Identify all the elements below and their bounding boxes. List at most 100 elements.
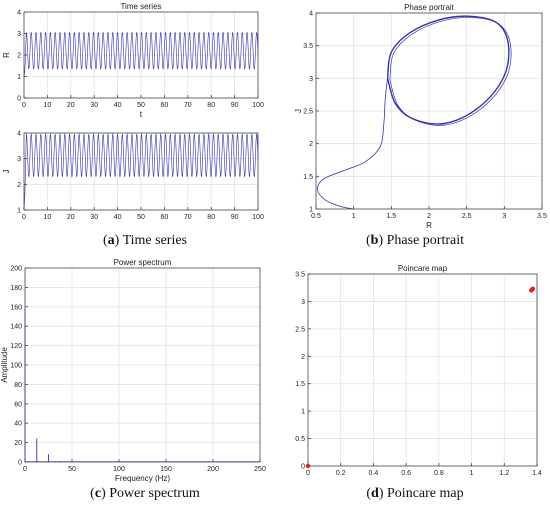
y-tick-label: 3 [17,156,21,163]
x-tick-label: 0.4 [369,470,379,477]
x-tick-label: 100 [252,102,264,109]
x-tick-label: 50 [137,102,145,109]
y-axis-label: R [2,52,11,58]
y-tick-label: 140 [10,324,22,331]
y-tick-label: 2 [301,354,305,361]
x-tick-label: 50 [137,214,145,221]
caption-d: (d) Poincare map [366,486,464,501]
x-tick-label: 10 [44,102,52,109]
y-tick-label: 2 [17,53,21,60]
chart-d: 0 0.2 0.4 0.6 0.8 1 1.2 1.4 0 0.5 1 1.5 2 2.5 3 3.5 Poin… [295,264,542,477]
x-tick-label: 70 [184,214,192,221]
x-tick-label: 1.2 [499,470,509,477]
x-tick-label: 0 [22,102,26,109]
y-tick-label: 3.5 [303,43,313,50]
y-tick-label: 3 [301,299,305,306]
x-tick-label: 10 [44,214,52,221]
x-tick-label: 60 [161,214,169,221]
y-tick-label: 200 [10,266,22,273]
caption-b: (b) Phase portrait [365,233,464,248]
y-tick-label: 1.5 [303,174,313,181]
x-tick-label: 0.5 [311,213,321,220]
x-tick-label: 30 [90,214,98,221]
x-tick-label: 1.4 [532,470,542,477]
y-tick-label: 2.5 [295,326,305,333]
plot-frame [307,273,538,467]
y-tick-label: 1 [301,409,305,416]
x-tick-label: 80 [207,102,215,109]
y-axis-label: Amplitude [0,347,9,383]
caption-c: (c) Power spectrum [90,486,200,501]
x-tick-label: 70 [184,102,192,109]
chart-title: Power spectrum [114,258,172,267]
x-tick-label: 200 [207,466,219,473]
x-tick-label: 0 [23,466,27,473]
y-tick-label: 4 [17,10,21,17]
x-tick-label: 2.5 [462,213,472,220]
y-tick-label: 40 [14,421,22,428]
x-tick-label: 80 [207,214,215,221]
poincare-point [305,463,311,469]
x-axis-label: Frequency (Hz) [115,474,170,483]
x-tick-label: 3 [502,213,506,220]
x-tick-label: 3.5 [537,213,547,220]
y-tick-label: 0 [18,460,22,467]
x-tick-label: 150 [160,466,172,473]
x-tick-label: 0.2 [336,470,346,477]
x-tick-label: 1.5 [386,213,396,220]
x-tick-label: 0 [306,470,310,477]
phase-limit-cycle [386,15,510,125]
y-tick-label: 1.5 [295,381,305,388]
y-tick-label: 0 [17,96,21,103]
x-tick-label: 20 [67,214,75,221]
y-tick-label: 160 [10,304,22,311]
series-line [23,133,259,211]
y-tick-label: 2 [17,182,21,189]
phase-transient [317,78,388,210]
y-tick-label: 4 [17,131,21,138]
chart-title: Poincare map [398,264,448,273]
y-tick-label: 1 [17,208,21,215]
y-tick-label: 3 [309,76,313,83]
caption-a: (a) Time series [102,233,188,248]
x-tick-label: 40 [114,214,122,221]
y-tick-label: 3 [17,31,21,38]
x-tick-label: 90 [231,102,239,109]
x-tick-label: 100 [113,466,125,473]
x-tick-label: 90 [231,214,239,221]
chart-a-bottom: 0 10 20 30 40 50 60 70 80 90 100 1 2 3 4 J [2,131,264,222]
x-tick-label: 250 [254,466,266,473]
x-tick-label: 60 [161,102,169,109]
x-tick-label: 1 [470,470,474,477]
y-tick-label: 20 [14,440,22,447]
y-tick-label: 4 [309,11,313,18]
y-tick-label: 0 [301,464,305,471]
y-tick-label: 3.5 [295,272,305,279]
y-tick-label: 180 [10,285,22,292]
y-tick-label: 0.5 [295,436,305,443]
x-tick-label: 40 [114,102,122,109]
x-tick-label: 0.6 [401,470,411,477]
x-tick-label: 1 [352,213,356,220]
y-tick-label: 2.5 [303,109,313,116]
y-tick-label: 80 [14,382,22,389]
y-tick-label: 120 [10,343,22,350]
x-tick-label: 50 [68,466,76,473]
chart-a-top: 0 10 20 30 40 50 60 70 80 90 100 0 1 2 3 4 Time series t R [2,2,264,119]
y-tick-label: 1 [309,207,313,214]
x-tick-label: 0.8 [434,470,444,477]
x-tick-label: 0 [22,214,26,221]
x-tick-label: 100 [252,214,264,221]
x-axis-label: t [140,110,143,119]
chart-c: 0 50 100 150 200 250 0 20 40 60 80 100 120 140 160 180 2… [0,258,266,483]
x-tick-label: 20 [67,102,75,109]
y-tick-label: 60 [14,401,22,408]
phase-limit-cycle-inner [389,17,512,126]
y-tick-label: 2 [309,141,313,148]
y-axis-label: J [2,170,11,174]
y-tick-label: 1 [17,74,21,81]
poincare-point [530,286,536,292]
series-line [23,31,259,77]
